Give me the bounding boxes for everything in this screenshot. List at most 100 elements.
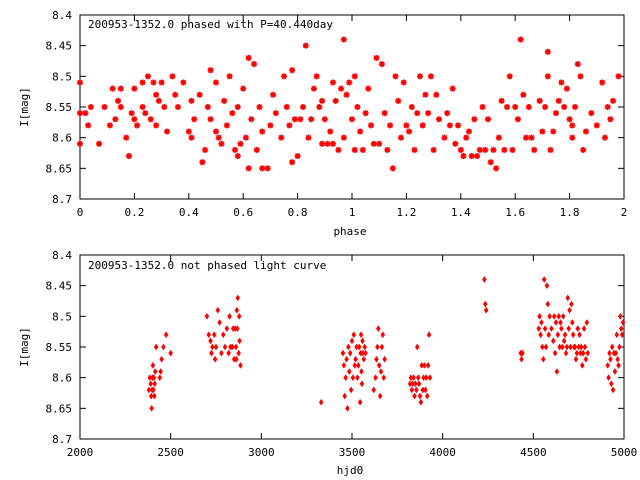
- top-marker-stroke: [150, 79, 157, 86]
- top-data-point: [139, 104, 146, 110]
- bottom-data-point: [424, 392, 430, 400]
- top-marker-stroke: [474, 153, 480, 159]
- bottom-data-point: [151, 386, 156, 394]
- bottom-data-point: [217, 319, 222, 326]
- top-marker-stroke: [147, 116, 154, 123]
- top-data-point: [213, 128, 219, 135]
- bottom-data-point: [567, 306, 572, 314]
- bottom-data-point: [157, 374, 163, 382]
- bottom-data-point: [234, 355, 239, 363]
- top-data-point: [354, 104, 361, 110]
- top-data-point: [278, 134, 285, 141]
- top-data-point: [289, 159, 296, 166]
- bottom-data-point: [417, 392, 423, 400]
- top-marker-stroke: [520, 91, 527, 98]
- top-data-point: [259, 128, 266, 135]
- top-marker-stroke: [387, 122, 393, 129]
- bottom-data-point: [220, 331, 226, 339]
- bottom-data-point: [153, 343, 159, 351]
- bottom-x-tick-label: 2500: [157, 446, 184, 459]
- bottom-data-point: [579, 343, 584, 351]
- bottom-data-point: [564, 343, 570, 351]
- top-data-point: [234, 153, 241, 160]
- top-data-point: [482, 146, 489, 153]
- top-marker-stroke: [338, 85, 344, 92]
- top-data-point: [528, 134, 535, 141]
- bottom-data-point: [568, 343, 573, 351]
- bottom-y-tick-label: 8.55: [46, 341, 73, 354]
- top-marker-stroke: [482, 147, 489, 153]
- top-data-point: [509, 146, 516, 153]
- bottom-data-point: [375, 343, 380, 351]
- top-data-point: [368, 122, 375, 129]
- top-data-point: [539, 128, 546, 135]
- bottom-data-point: [342, 392, 348, 400]
- top-data-point: [615, 73, 622, 80]
- top-data-point: [253, 146, 260, 153]
- top-marker-stroke: [180, 79, 187, 86]
- top-x-tick-label: 1.8: [560, 206, 580, 219]
- top-data-point: [430, 146, 437, 153]
- bottom-data-point: [152, 368, 158, 375]
- top-marker-stroke: [77, 79, 83, 86]
- top-marker-stroke: [322, 116, 328, 123]
- top-marker-stroke: [175, 104, 181, 110]
- top-y-tick-label: 8.55: [46, 101, 73, 114]
- bottom-data-point: [235, 325, 240, 333]
- top-marker-stroke: [335, 147, 342, 153]
- top-data-point: [343, 91, 350, 98]
- bottom-data-point: [562, 331, 568, 339]
- top-data-point: [422, 91, 429, 98]
- top-marker-stroke: [324, 141, 331, 147]
- bottom-data-point: [351, 331, 357, 339]
- top-data-point: [550, 128, 557, 135]
- top-data-point: [474, 153, 481, 160]
- top-data-point: [142, 110, 149, 117]
- top-marker-stroke: [466, 128, 472, 135]
- top-data-point: [517, 36, 524, 43]
- top-data-point: [501, 146, 508, 153]
- bottom-y-tick-label: 8.7: [52, 433, 72, 446]
- bottom-data-point: [559, 325, 564, 333]
- top-data-point: [414, 110, 421, 117]
- bottom-data-point: [612, 368, 618, 375]
- top-marker-stroke: [428, 73, 434, 80]
- top-data-point: [155, 97, 162, 104]
- bottom-data-point: [168, 349, 173, 357]
- bottom-data-point: [558, 319, 563, 326]
- top-data-point: [607, 116, 614, 123]
- top-data-point: [436, 116, 443, 123]
- top-data-point: [223, 122, 230, 129]
- top-marker-stroke: [566, 116, 573, 123]
- top-data-point: [555, 97, 562, 104]
- bottom-data-point: [541, 355, 546, 363]
- bottom-data-point: [227, 312, 232, 320]
- top-marker-stroke: [245, 55, 252, 61]
- top-marker-stroke: [123, 134, 130, 141]
- bottom-data-point: [361, 355, 367, 363]
- top-marker-stroke: [118, 85, 124, 92]
- bottom-data-point: [609, 380, 614, 388]
- top-marker-stroke: [294, 153, 301, 159]
- top-data-point: [131, 116, 138, 123]
- top-marker-stroke: [574, 61, 581, 67]
- bottom-data-point: [215, 306, 221, 314]
- bottom-data-point: [613, 349, 619, 357]
- bottom-data-point: [542, 325, 548, 333]
- top-x-axis-label: phase: [333, 225, 366, 238]
- bottom-y-tick-label: 8.6: [52, 372, 72, 385]
- top-data-point: [349, 116, 355, 123]
- top-data-point: [313, 73, 320, 80]
- top-marker-stroke: [458, 147, 464, 153]
- top-data-point: [525, 104, 532, 110]
- top-marker-stroke: [471, 116, 478, 123]
- top-data-point: [174, 104, 181, 110]
- top-marker-stroke: [449, 85, 456, 92]
- bottom-data-points: [146, 276, 626, 412]
- bottom-data-point: [374, 355, 379, 363]
- bottom-x-tick-label: 3000: [248, 446, 275, 459]
- top-data-point: [196, 91, 203, 98]
- top-marker-stroke: [444, 110, 450, 116]
- bottom-data-point: [541, 276, 547, 283]
- top-marker-stroke: [218, 141, 225, 147]
